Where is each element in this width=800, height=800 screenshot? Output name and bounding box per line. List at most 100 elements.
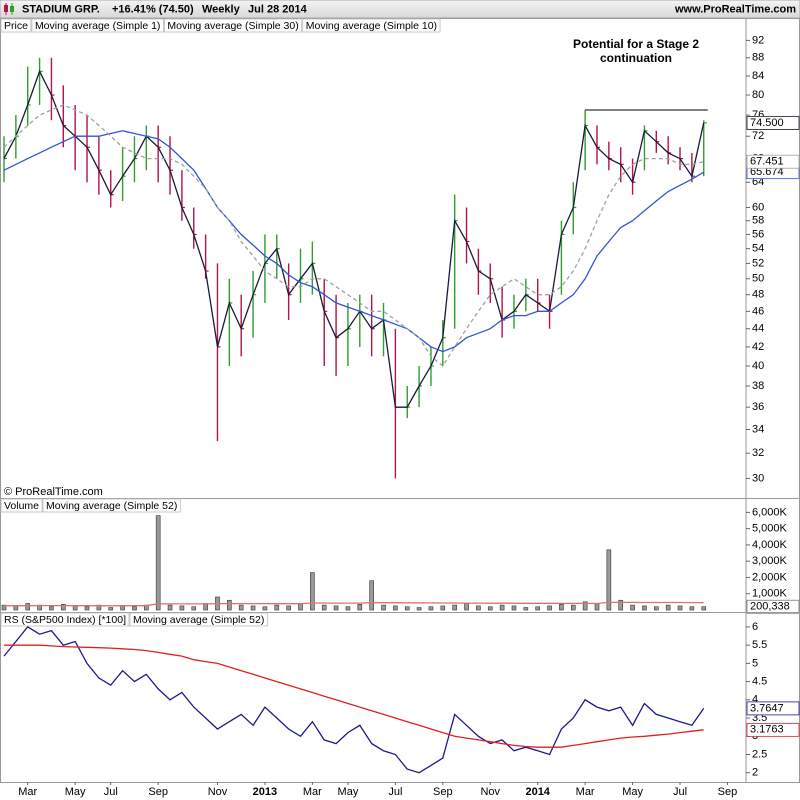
volume-bar: [570, 604, 576, 611]
volume-bar: [227, 599, 232, 611]
y-tick-label: 38: [752, 380, 764, 392]
volume-bar: [535, 606, 541, 611]
volume-bar: [191, 606, 197, 611]
plot-area: [1, 515, 707, 611]
volume-bar: [642, 605, 647, 611]
x-tick-label: Nov: [208, 786, 228, 798]
y-tick-label: 5.5: [752, 639, 767, 651]
legend-box: [164, 18, 303, 33]
last-value-box: [746, 701, 800, 716]
y-tick-label: 4,000K: [752, 539, 788, 551]
volume-bar: [594, 603, 600, 611]
legend-box: [42, 498, 181, 513]
volume-bar: [464, 603, 469, 611]
y-tick-label: 48: [752, 289, 764, 301]
volume-bar: [523, 607, 529, 611]
legend-box: [129, 612, 268, 627]
legend-entry: RS (S&P500 Index) [*100]: [4, 614, 126, 626]
volume-bar: [132, 606, 137, 611]
y-tick-label: 80: [752, 89, 764, 101]
volume-bar: [689, 606, 695, 611]
copyright: © ProRealTime.com: [4, 486, 103, 498]
volume-bar: [84, 606, 90, 611]
x-tick-label: May: [65, 786, 86, 798]
x-tick-label: 2014: [525, 786, 550, 798]
x-tick-label: Nov: [480, 786, 500, 798]
y-tick-label: 58: [752, 215, 764, 227]
x-tick-label: Sep: [718, 786, 738, 798]
volume-bar: [369, 580, 374, 611]
x-tick-label: 2013: [253, 786, 277, 798]
volume-bar: [618, 599, 624, 611]
volume-bar: [701, 606, 707, 611]
y-tick-label: 6,000K: [752, 506, 788, 518]
y-tick-label: 56: [752, 228, 764, 240]
legend-entry: Moving average (Simple 1): [35, 20, 160, 32]
volume-bar: [499, 604, 505, 611]
volume-bar: [321, 604, 327, 611]
volume-bar: [286, 605, 291, 611]
y-tick-label: 4.5: [752, 676, 767, 688]
y-tick-label: 64: [752, 176, 764, 188]
volume-bar: [25, 603, 31, 611]
x-tick-label: Sep: [433, 786, 453, 798]
plot-area: [3, 626, 705, 774]
legend-box: [0, 18, 32, 33]
header-date: Jul 28 2014: [248, 3, 308, 15]
volume-bar: [559, 604, 564, 611]
volume-bar: [60, 604, 66, 611]
y-tick-label: 32: [752, 447, 764, 459]
y-tick-label: 5: [752, 657, 758, 669]
series-line: [3, 626, 705, 774]
volume-bar: [262, 606, 268, 611]
volume-bar: [381, 604, 386, 611]
legend-box: [31, 18, 164, 33]
legend-box: [302, 18, 441, 33]
y-tick-label: 5,000K: [752, 523, 788, 535]
volume-bar: [630, 604, 635, 611]
last-value-label: 3.7647: [750, 702, 784, 714]
volume-bar: [357, 604, 363, 611]
volume-bar: [179, 605, 185, 611]
last-value-box: [746, 154, 800, 169]
volume-bar: [120, 605, 125, 611]
y-tick-label: 2,000K: [752, 571, 788, 583]
y-tick-label: 40: [752, 360, 764, 372]
y-tick-label: 36: [752, 401, 764, 413]
volume-bar: [653, 606, 659, 611]
x-tick-label: Mar: [303, 786, 322, 798]
legend-entry: Moving average (Simple 52): [133, 614, 264, 626]
volume-bar: [665, 604, 671, 611]
panel-frame: [0, 18, 800, 499]
y-tick-label: 44: [752, 323, 764, 335]
y-tick-label: 50: [752, 273, 764, 285]
y-tick-label: 2: [752, 767, 758, 779]
series-line: [3, 69, 705, 408]
y-tick-label: 46: [752, 305, 764, 317]
volume-bar: [13, 605, 19, 611]
header-change: +16.41% (74.50): [112, 3, 194, 15]
x-tick-label: Mar: [576, 786, 595, 798]
y-tick-label: 6: [752, 621, 758, 633]
volume-bar: [274, 604, 280, 611]
y-tick-label: 4: [752, 694, 758, 706]
volume-bar: [606, 549, 612, 611]
volume-bar: [511, 605, 517, 611]
volume-bar: [404, 606, 410, 611]
panel-frame: [0, 612, 800, 783]
series-line: [4, 644, 704, 748]
series-line: [3, 130, 705, 353]
volume-bar: [345, 606, 351, 611]
legend-entry: Price: [4, 20, 28, 32]
last-value-label: 3.1763: [750, 724, 784, 736]
volume-bar: [49, 606, 54, 611]
x-tick-label: Jul: [673, 786, 687, 798]
y-tick-label: 72: [752, 130, 764, 142]
last-value-label: 67.451: [750, 156, 784, 168]
y-tick-label: 84: [752, 70, 764, 82]
last-value-box: [746, 599, 800, 614]
volume-bar: [238, 604, 244, 611]
header-icon: [4, 3, 14, 15]
legend-entry: Volume: [4, 500, 39, 512]
